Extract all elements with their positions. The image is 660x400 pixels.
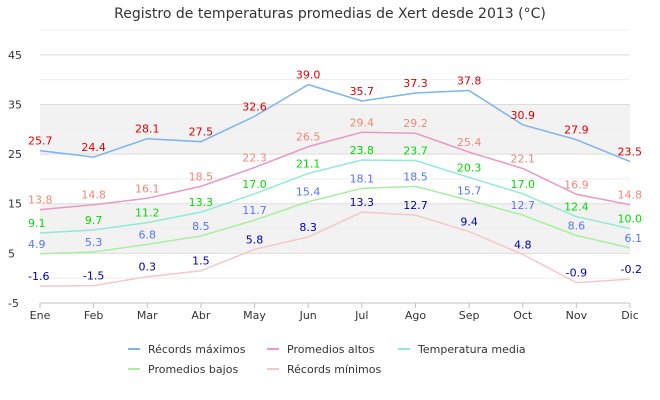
legend-item: Temperatura media (417, 343, 526, 356)
data-label: 16.1 (135, 182, 160, 195)
data-labels: 25.7 24.4 28.1 27.5 32.6 39.0 35.7 37.3 37.8 30.9… (28, 69, 642, 284)
x-tick-label: Sep (459, 309, 480, 322)
grid-lines (40, 29, 630, 304)
series-line (39, 159, 631, 234)
data-label: -1.6 (28, 270, 49, 283)
data-label: 18.5 (403, 170, 428, 183)
data-label: 5.8 (246, 233, 264, 246)
x-tick-label: Abr (191, 309, 211, 322)
data-label: 6.1 (625, 232, 643, 245)
data-label: 27.9 (564, 124, 589, 137)
data-label: 16.9 (564, 178, 589, 191)
data-label: 10.0 (618, 213, 643, 226)
data-label: 4.9 (28, 238, 46, 251)
y-tick-label: -5 (8, 297, 19, 310)
data-label: 9.7 (85, 214, 103, 227)
y-tick-label: 35 (8, 98, 22, 111)
data-label: 12.7 (510, 199, 535, 212)
x-tick-label: Jun (299, 309, 317, 322)
data-label: 25.7 (28, 135, 53, 148)
data-label: 6.8 (139, 228, 157, 241)
data-label: 17.0 (510, 178, 535, 191)
data-label: 15.7 (457, 184, 482, 197)
x-tick-label: Jul (354, 309, 368, 322)
x-tick-label: Feb (84, 309, 103, 322)
x-tick-label: May (243, 309, 266, 322)
data-label: 4.8 (514, 238, 532, 251)
data-label: 1.5 (192, 255, 210, 268)
data-label: -0.9 (566, 267, 587, 280)
data-label: 18.1 (350, 172, 375, 185)
data-label: 14.8 (81, 189, 106, 202)
data-label: 0.3 (139, 261, 157, 274)
data-label: -1.5 (83, 270, 104, 283)
series-line (39, 131, 631, 211)
series-line (39, 211, 631, 287)
chart-title: Registro de temperaturas promedias de Xe… (114, 6, 546, 22)
legend: Récords máximos Promedios altos Temperatur… (128, 343, 526, 376)
data-label: 5.3 (85, 236, 103, 249)
legend-item: Récords máximos (148, 343, 246, 356)
data-label: 13.3 (189, 196, 214, 209)
data-label: 13.8 (28, 194, 53, 207)
data-label: 18.5 (189, 170, 214, 183)
data-label: 12.7 (403, 199, 428, 212)
x-tick-label: Oct (513, 309, 533, 322)
data-label: 17.0 (242, 178, 267, 191)
data-label: 39.0 (296, 69, 321, 82)
data-label: 23.5 (618, 146, 643, 159)
data-label: 32.6 (242, 100, 267, 113)
y-tick-label: 5 (8, 247, 15, 260)
y-axis: -5 5 15 25 35 45 (8, 49, 22, 310)
data-label: 14.8 (618, 189, 643, 202)
legend-item: Récords mínimos (287, 363, 381, 376)
x-tick-label: Dic (621, 309, 639, 322)
data-label: 30.9 (510, 109, 535, 122)
data-label: 11.7 (242, 204, 267, 217)
data-label: 37.3 (403, 77, 428, 90)
x-tick-label: Mar (137, 309, 158, 322)
y-tick-label: 25 (8, 148, 22, 161)
data-label: 23.7 (403, 145, 428, 158)
series-line (39, 83, 631, 163)
data-label: 21.1 (296, 157, 321, 170)
data-label: 29.2 (403, 117, 428, 130)
data-label: 26.5 (296, 131, 321, 144)
data-label: 37.8 (457, 75, 482, 88)
data-label: 13.3 (350, 196, 375, 209)
data-label: 9.4 (460, 216, 478, 229)
data-label: 25.4 (457, 136, 482, 149)
series-lines (39, 83, 631, 287)
data-label: 27.5 (189, 126, 214, 139)
data-label: 28.1 (135, 123, 160, 136)
data-label: 12.4 (564, 201, 589, 214)
series-line (39, 185, 631, 255)
legend-item: Promedios bajos (148, 363, 238, 376)
x-tick-label: Nov (566, 309, 588, 322)
data-label: 8.6 (568, 219, 586, 232)
data-label: 9.1 (28, 217, 46, 230)
x-axis: Ene Feb Mar Abr May Jun Jul Ago Sep Oct Nov Dic (30, 302, 639, 322)
data-label: 8.3 (299, 221, 317, 234)
data-label: 22.3 (242, 151, 267, 164)
data-label: 15.4 (296, 186, 321, 199)
data-label: 29.4 (350, 116, 375, 129)
data-label: 20.3 (457, 161, 482, 174)
data-label: 8.5 (192, 220, 210, 233)
data-label: 24.4 (81, 141, 106, 154)
data-label: 22.1 (510, 152, 535, 165)
x-tick-label: Ago (405, 309, 427, 322)
y-tick-label: 15 (8, 198, 22, 211)
y-tick-label: 45 (8, 49, 22, 62)
data-label: 23.8 (350, 144, 375, 157)
data-label: -0.2 (621, 263, 642, 276)
x-tick-label: Ene (30, 309, 51, 322)
data-label: 35.7 (350, 85, 375, 98)
data-label: 11.2 (135, 207, 160, 220)
legend-item: Promedios altos (287, 343, 375, 356)
